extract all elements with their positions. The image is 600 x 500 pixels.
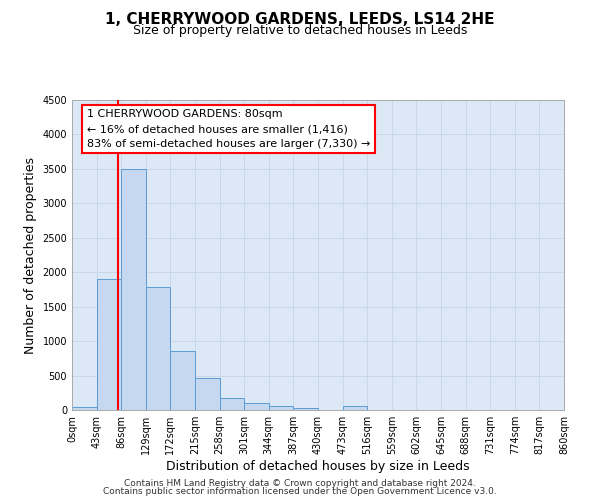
Text: Contains public sector information licensed under the Open Government Licence v3: Contains public sector information licen… xyxy=(103,488,497,496)
Bar xyxy=(269,406,293,410)
Bar xyxy=(170,352,195,410)
Bar xyxy=(195,378,220,410)
Text: Size of property relative to detached houses in Leeds: Size of property relative to detached ho… xyxy=(133,24,467,37)
Bar xyxy=(146,288,170,410)
Bar xyxy=(97,279,121,410)
Bar xyxy=(293,408,318,410)
X-axis label: Distribution of detached houses by size in Leeds: Distribution of detached houses by size … xyxy=(166,460,470,473)
Text: Contains HM Land Registry data © Crown copyright and database right 2024.: Contains HM Land Registry data © Crown c… xyxy=(124,478,476,488)
Text: 1, CHERRYWOOD GARDENS, LEEDS, LS14 2HE: 1, CHERRYWOOD GARDENS, LEEDS, LS14 2HE xyxy=(105,12,495,28)
Bar xyxy=(343,406,367,410)
Text: 1 CHERRYWOOD GARDENS: 80sqm
← 16% of detached houses are smaller (1,416)
83% of : 1 CHERRYWOOD GARDENS: 80sqm ← 16% of det… xyxy=(87,110,370,149)
Y-axis label: Number of detached properties: Number of detached properties xyxy=(24,156,37,354)
Bar xyxy=(121,169,146,410)
Bar xyxy=(244,403,269,410)
Bar xyxy=(72,406,97,410)
Bar xyxy=(220,398,244,410)
